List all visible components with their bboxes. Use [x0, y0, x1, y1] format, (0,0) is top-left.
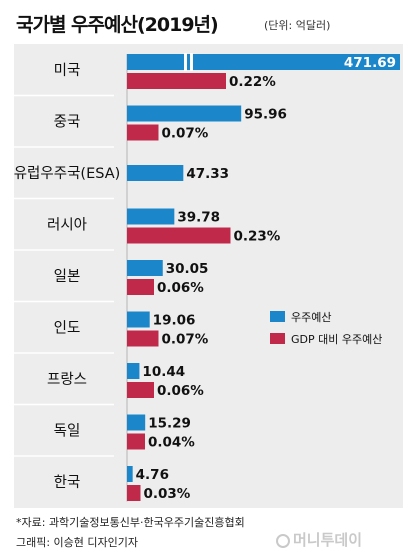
chart-panel: 미국 471.69 0.22% 중국 95.96 0.07% 유럽우주국(ESA) 47.33… [14, 44, 403, 508]
country-label: 일본 [54, 268, 81, 285]
legend-label: GDP 대비 우주예산 [291, 333, 382, 346]
gdp-bar [127, 124, 159, 141]
source-note: *자료: 과학기술정보통신부·한국우주기술진흥협회 [16, 516, 245, 529]
country-label: 미국 [54, 62, 81, 79]
legend-label: 우주예산 [291, 311, 331, 324]
gdp-value-label: 0.03% [144, 486, 191, 502]
budget-bar [127, 165, 184, 181]
footer: *자료: 과학기술정보통신부·한국우주기술진흥협회 그래픽: 이승현 디자인기자… [0, 508, 420, 554]
budget-value-label: 10.44 [142, 364, 185, 380]
gdp-value-label: 0.23% [234, 229, 281, 245]
budget-bar [127, 208, 175, 225]
unit-label: (단위: 억달러) [264, 19, 331, 32]
gdp-value-label: 0.06% [157, 280, 204, 296]
country-label: 독일 [54, 423, 81, 440]
country-label: 프랑스 [47, 371, 87, 388]
budget-value-label: 4.76 [136, 467, 169, 483]
axis-break-mark [184, 53, 187, 71]
budget-bar [127, 363, 140, 379]
gdp-value-label: 0.22% [229, 74, 276, 90]
country-label: 한국 [54, 474, 81, 491]
gdp-bar [127, 433, 145, 450]
graphic-credit: 그래픽: 이승현 디자인기자 [16, 536, 139, 549]
legend-swatch [270, 311, 285, 322]
country-label: 중국 [54, 115, 81, 131]
gdp-value-label: 0.06% [157, 383, 204, 399]
gdp-value-label: 0.04% [148, 435, 195, 451]
legend-swatch [270, 333, 285, 344]
brand-logo-icon [276, 534, 290, 548]
brand-watermark: 머니투데이 [276, 529, 362, 550]
chart-title: 국가별 우주예산(2019년) [16, 14, 219, 36]
gdp-bar [127, 382, 154, 398]
budget-value-label: 30.05 [166, 261, 209, 277]
gdp-bar [127, 227, 231, 244]
gdp-value-label: 0.07% [162, 126, 209, 142]
budget-bar [127, 260, 163, 276]
budget-bar [127, 54, 400, 70]
gdp-bar [127, 73, 226, 89]
bar-chart: 미국 471.69 0.22% 중국 95.96 0.07% 유럽우주국(ESA) 47.33… [14, 53, 400, 502]
gdp-value-label: 0.07% [162, 332, 209, 348]
budget-bar [127, 105, 242, 122]
budget-value-label: 39.78 [177, 210, 220, 226]
country-label: 유럽우주국(ESA) [14, 165, 120, 182]
axis-break-mark [190, 53, 193, 71]
country-label: 인도 [54, 320, 81, 337]
brand-name: 머니투데이 [293, 531, 363, 549]
chart-header: 국가별 우주예산(2019년) (단위: 억달러) [0, 0, 420, 44]
budget-value-label: 19.06 [153, 313, 196, 329]
gdp-bar [127, 279, 154, 295]
budget-value-label: 471.69 [344, 55, 396, 71]
country-label: 러시아 [47, 217, 87, 234]
gdp-bar [127, 330, 159, 347]
budget-value-label: 95.96 [244, 107, 287, 123]
budget-bar [127, 414, 146, 431]
budget-bar [127, 466, 133, 482]
budget-value-label: 47.33 [186, 166, 229, 182]
budget-bar [127, 311, 150, 328]
gdp-bar [127, 485, 141, 501]
budget-value-label: 15.29 [148, 416, 191, 432]
